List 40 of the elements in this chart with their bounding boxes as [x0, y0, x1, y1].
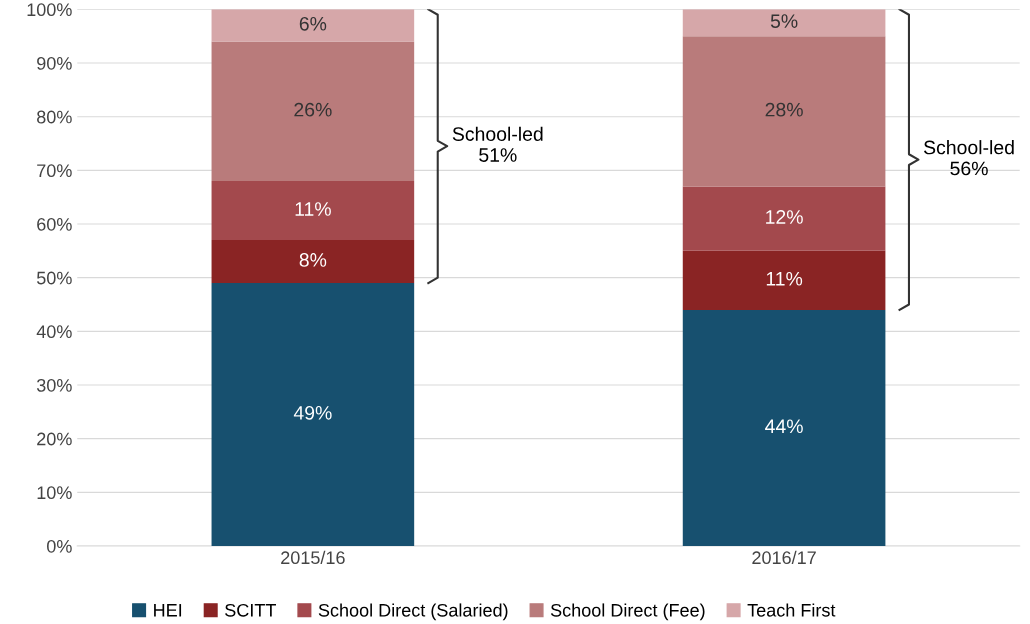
y-tick-label: 80%: [37, 110, 72, 124]
bar: [682, 309, 886, 546]
data-label: 8%: [299, 253, 327, 267]
data-label: 44%: [765, 419, 803, 434]
y-tick-label: 70%: [37, 164, 72, 178]
bar: [211, 41, 415, 182]
bar: [682, 9, 886, 37]
data-label: 12%: [766, 210, 803, 224]
annotation: School-led 56%: [923, 140, 1014, 176]
data-label: 28%: [765, 102, 803, 117]
legend-label: School Direct (Salaried): [318, 603, 508, 621]
bar: [211, 283, 415, 546]
data-label: 6%: [299, 16, 327, 31]
bar: [682, 250, 886, 310]
y-tick-label: 10%: [37, 486, 72, 500]
y-tick-label: 30%: [36, 378, 72, 392]
data-label: 11%: [766, 271, 803, 286]
x-tick-label: 2016/17: [752, 550, 816, 565]
annotation: School-led 51%: [452, 126, 543, 162]
y-tick-label: 40%: [36, 325, 72, 339]
data-label: 11%: [295, 202, 331, 216]
bar: [211, 240, 415, 284]
data-label: 49%: [293, 405, 332, 420]
y-tick-label: 100%: [27, 3, 72, 17]
y-tick-label: 0%: [47, 539, 72, 553]
bar: [682, 36, 886, 187]
data-label: 5%: [770, 14, 798, 28]
x-tick-label: 2015/16: [281, 550, 345, 565]
bar: [682, 186, 886, 251]
y-tick-label: 20%: [37, 432, 72, 446]
legend-label: Teach First: [747, 603, 836, 617]
legend-label: HEI: [154, 604, 182, 617]
data-label: 26%: [294, 102, 332, 117]
legend-label: SCITT: [225, 603, 276, 617]
bar: [211, 181, 415, 241]
y-tick-label: 90%: [37, 56, 72, 70]
legend-label: School Direct (Fee): [550, 603, 705, 621]
y-tick-label: 50%: [36, 271, 72, 285]
y-tick-label: 60%: [37, 217, 72, 231]
bar: [211, 9, 415, 42]
